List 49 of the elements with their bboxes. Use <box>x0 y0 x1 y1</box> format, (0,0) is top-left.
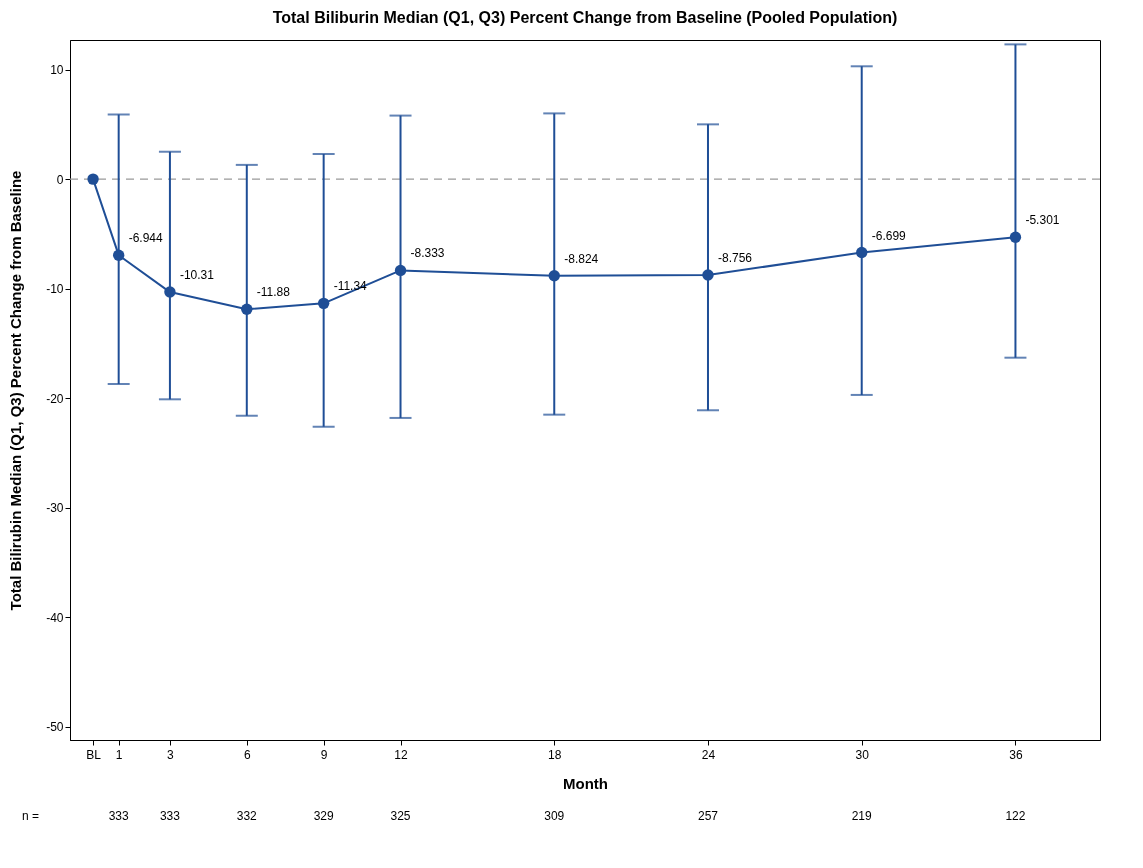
data-label: -11.88 <box>256 285 291 300</box>
data-label: -10.31 <box>179 268 215 283</box>
text: 122 <box>1005 809 1026 823</box>
point <box>112 249 125 261</box>
x-tick-label: 9 <box>320 747 328 762</box>
data-label: -8.756 <box>717 251 753 266</box>
x-tick-label: 24 <box>701 747 716 762</box>
text: 309 <box>544 809 565 823</box>
y-tick-label: -30 <box>46 501 64 516</box>
x-tick-label: 36 <box>1009 747 1023 762</box>
y-tick-label: -10 <box>46 282 64 297</box>
text: n = <box>22 809 40 823</box>
text: 219 <box>851 809 873 823</box>
point <box>856 246 868 259</box>
data-label: -11.34 <box>333 279 368 294</box>
y-tick-label: 0 <box>56 172 64 187</box>
text: 333 <box>108 809 130 823</box>
point <box>164 286 176 298</box>
x-tick-label: 12 <box>394 747 409 762</box>
x-tick-label: 30 <box>855 747 870 762</box>
x-tick-label: 3 <box>167 747 175 762</box>
data-label: -8.333 <box>410 246 445 261</box>
point <box>394 264 407 277</box>
data-label: -6.699 <box>871 228 907 243</box>
point <box>702 269 714 281</box>
point <box>548 270 560 282</box>
y-tick-label: -20 <box>46 391 64 406</box>
text: 332 <box>236 809 258 823</box>
text: 257 <box>697 809 719 823</box>
data-label: -6.944 <box>128 231 164 246</box>
text: 329 <box>313 809 334 823</box>
x-axis-title: Month <box>563 774 608 792</box>
point <box>317 297 330 310</box>
text: 333 <box>159 809 181 823</box>
x-tick-label: 6 <box>243 747 251 762</box>
point <box>241 303 253 315</box>
y-tick-label: -50 <box>46 720 64 735</box>
data-label: -5.301 <box>1025 213 1060 228</box>
y-tick-label: -40 <box>46 610 64 625</box>
x-tick-label: BL <box>86 747 102 762</box>
point <box>1009 231 1022 243</box>
point <box>87 173 99 185</box>
text: 325 <box>390 809 411 823</box>
chart-title: Total Biliburin Median (Q1, Q3) Percent Change from Baseline (Pooled Population) <box>272 9 898 26</box>
x-tick-label: 1 <box>115 747 123 762</box>
x-tick-label: 18 <box>548 747 562 762</box>
y-tick-label: 10 <box>50 63 64 78</box>
data-label: -8.824 <box>564 251 599 266</box>
y-axis-title: Total Bilirubin Median (Q1, Q3) Percent Change from Baseline <box>7 170 25 611</box>
